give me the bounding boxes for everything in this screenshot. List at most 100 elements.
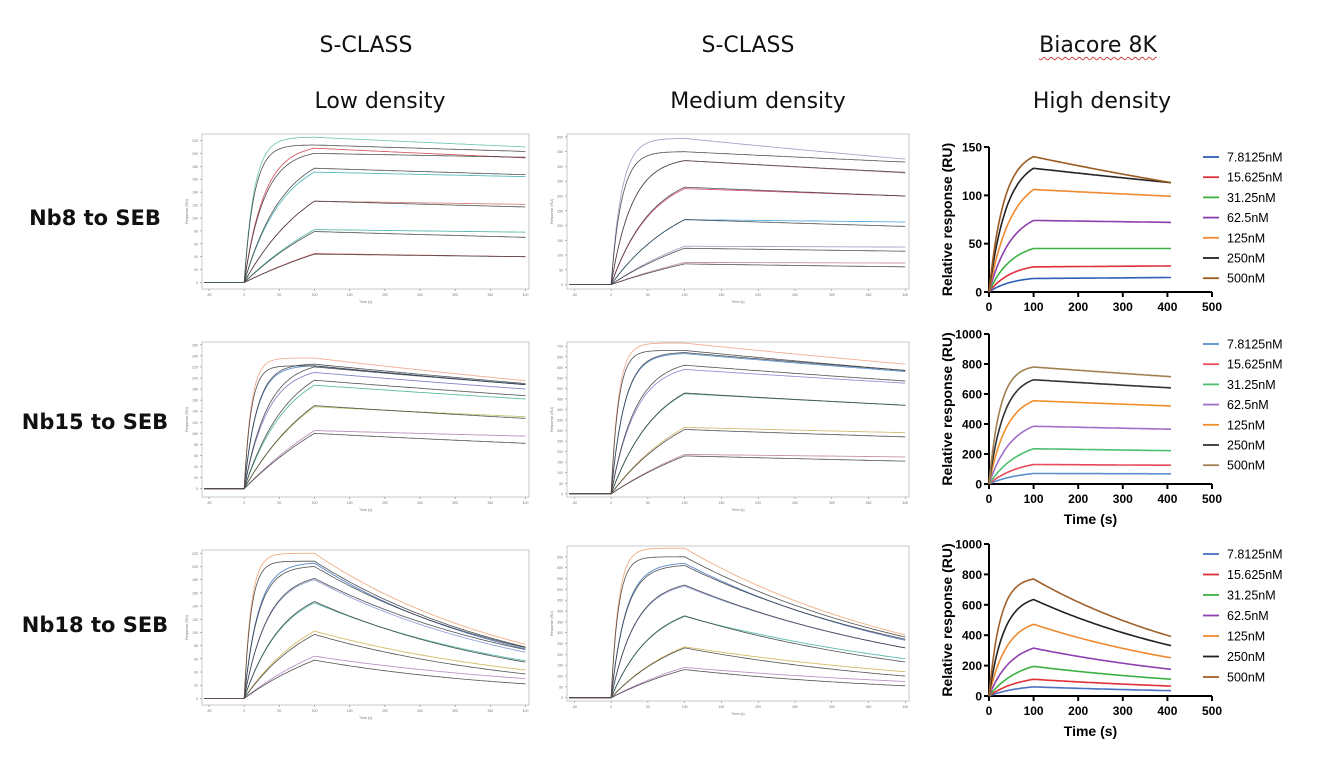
legend-label: 31.25nM xyxy=(1227,589,1276,603)
x-tick-label: 400 xyxy=(902,293,908,297)
y-tick-label: 240 xyxy=(192,354,198,358)
y-tick-label: 800 xyxy=(962,568,982,582)
series-line-31.25nM xyxy=(988,665,1172,697)
legend-label: 62.5nM xyxy=(1227,609,1269,623)
y-axis-label: Response (RU) xyxy=(185,199,189,224)
fit-series-2 xyxy=(569,615,906,699)
y-tick-label: 250 xyxy=(557,209,563,213)
x-tick-label: 200 xyxy=(1068,492,1088,506)
y-axis-label: Relative response (RU) xyxy=(939,543,955,696)
y-tick-label: 300 xyxy=(557,429,563,433)
legend-item: 15.625nM xyxy=(1203,358,1283,372)
fit-series-2 xyxy=(204,600,526,699)
sensorgram-series-4 xyxy=(204,562,526,699)
y-tick-label: 100 xyxy=(192,631,198,635)
y-tick-label: 800 xyxy=(962,358,982,372)
x-axis-label: Time (s) xyxy=(1064,511,1117,527)
y-tick-label: 160 xyxy=(192,591,198,595)
sensorgram-series-2 xyxy=(569,219,906,286)
y-tick-label: 400 xyxy=(962,629,982,643)
y-axis-label: Response (RU) xyxy=(550,407,554,432)
legend-item: 500nM xyxy=(1203,671,1265,685)
sensorgram-series-4 xyxy=(569,353,906,495)
y-tick-label: 180 xyxy=(192,165,198,169)
legend-label: 62.5nM xyxy=(1227,211,1269,225)
y-tick-label: 100 xyxy=(192,216,198,220)
x-tick-label: 250 xyxy=(792,501,798,505)
y-tick-label: 700 xyxy=(557,345,563,349)
y-tick-label: 40 xyxy=(194,255,198,259)
legend-label: 125nM xyxy=(1227,231,1265,245)
x-tick-label: 150 xyxy=(719,293,725,297)
sensorgram-series-2 xyxy=(204,384,526,490)
x-tick-label: 0 xyxy=(986,492,993,506)
sensorgram-series-0 xyxy=(569,261,906,286)
sensorgram-series-3 xyxy=(569,368,906,495)
y-tick-label: 50 xyxy=(969,237,983,251)
fit-series-3 xyxy=(569,364,906,495)
x-tick-label: 100 xyxy=(1024,300,1044,314)
x-tick-label: 500 xyxy=(1202,300,1222,314)
y-tick-label: 600 xyxy=(557,566,563,570)
legend-item: 500nM xyxy=(1203,459,1265,473)
series-line-31.25nM xyxy=(988,448,1171,485)
series-line-125nM xyxy=(988,623,1172,697)
fit-series-5 xyxy=(569,151,906,285)
y-tick-label: 250 xyxy=(557,642,563,646)
series-line-15.625nM xyxy=(988,265,1171,293)
sensorgram-series-2 xyxy=(569,393,906,495)
x-tick-label: 150 xyxy=(347,293,353,297)
y-tick-label: 160 xyxy=(192,178,198,182)
sensorgram-series-3 xyxy=(204,171,526,283)
x-tick-label: -50 xyxy=(207,501,212,505)
y-tick-label: 0 xyxy=(561,492,563,496)
x-tick-label: 0 xyxy=(610,705,612,709)
sensorgram-series-3 xyxy=(204,579,526,699)
x-tick-label: 100 xyxy=(312,501,318,505)
y-tick-label: 650 xyxy=(557,355,563,359)
series-line-250nM xyxy=(988,167,1172,293)
y-tick-label: 140 xyxy=(192,410,198,414)
sensorgram-series-2 xyxy=(204,200,526,283)
y-tick-label: 250 xyxy=(557,440,563,444)
x-tick-label: 500 xyxy=(1202,704,1222,718)
x-tick-label: 300 xyxy=(452,293,458,297)
fit-series-0 xyxy=(204,432,526,490)
y-tick-label: 120 xyxy=(192,421,198,425)
sensorgram-series-0 xyxy=(204,430,526,490)
x-tick-label: 150 xyxy=(719,501,725,505)
y-tick-label: 550 xyxy=(557,376,563,380)
x-tick-label: 250 xyxy=(792,705,798,709)
x-tick-label: 0 xyxy=(243,501,245,505)
y-tick-label: 350 xyxy=(557,180,563,184)
x-tick-label: 400 xyxy=(1157,300,1177,314)
x-tick-label: 400 xyxy=(523,501,529,505)
legend-item: 15.625nM xyxy=(1203,568,1283,582)
legend-item: 250nM xyxy=(1203,650,1265,664)
sensorgram-series-0 xyxy=(569,666,906,699)
legend-label: 500nM xyxy=(1227,671,1265,685)
x-tick-label: 50 xyxy=(277,501,281,505)
x-tick-label: 300 xyxy=(829,705,835,709)
fit-series-4 xyxy=(204,566,526,699)
x-tick-label: -50 xyxy=(207,293,212,297)
y-tick-label: 350 xyxy=(557,419,563,423)
fit-series-0 xyxy=(204,253,526,283)
y-tick-label: 50 xyxy=(559,685,563,689)
y-tick-label: 100 xyxy=(557,471,563,475)
sensorgram-series-1 xyxy=(204,406,526,490)
x-tick-label: 0 xyxy=(986,300,993,314)
x-tick-label: 200 xyxy=(755,705,761,709)
fit-series-1 xyxy=(204,405,526,490)
x-tick-label: 100 xyxy=(312,293,318,297)
fit-series-1 xyxy=(569,247,906,285)
x-axis-label: Time (s) xyxy=(731,508,744,512)
plot-frame xyxy=(201,549,530,706)
series-line-500nM xyxy=(988,155,1172,293)
y-axis-label: Response (RU) xyxy=(185,407,189,432)
fit-series-5 xyxy=(204,560,526,699)
sensorgram-series-1 xyxy=(204,630,526,699)
legend-item: 250nM xyxy=(1203,252,1265,266)
y-tick-label: 60 xyxy=(194,657,198,661)
y-tick-label: 80 xyxy=(194,644,198,648)
